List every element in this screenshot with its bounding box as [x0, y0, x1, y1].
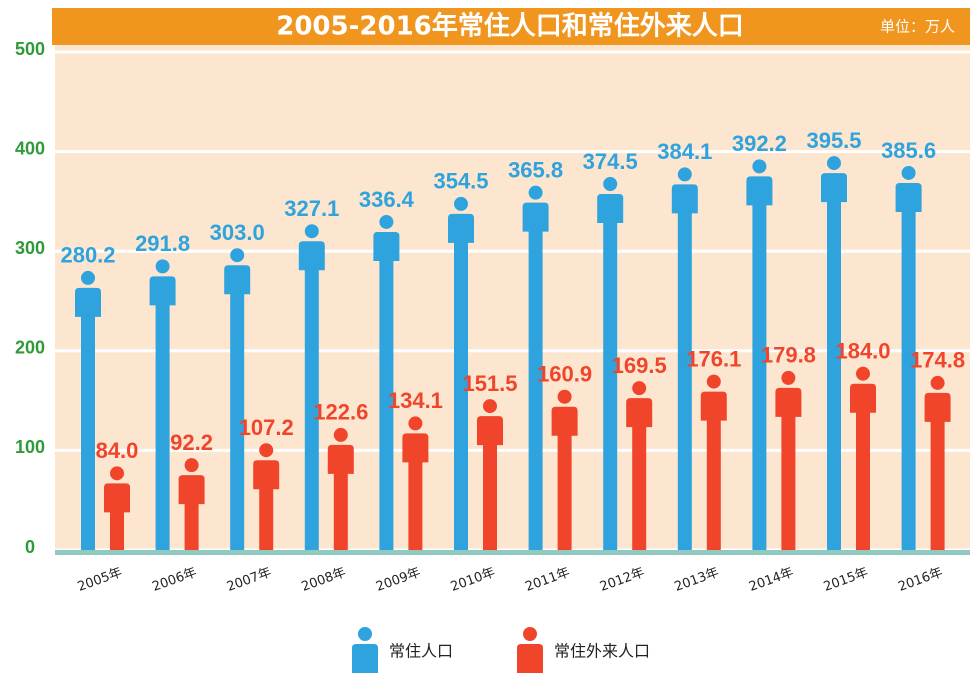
legend-icon [517, 627, 543, 673]
x-tick-label: 2011年 [523, 565, 571, 595]
value-label: 184.0 [835, 339, 890, 364]
person-bar [448, 196, 474, 550]
person-bar [522, 185, 549, 550]
baseline [55, 550, 970, 555]
value-label: 160.9 [537, 362, 592, 387]
person-bar [597, 176, 624, 551]
value-label: 384.1 [657, 139, 712, 164]
x-tick-label: 2008年 [300, 565, 348, 595]
person-bar [671, 167, 698, 550]
y-tick-label: 200 [15, 338, 45, 358]
person-bar [224, 248, 251, 550]
value-label: 374.5 [583, 149, 638, 174]
value-label: 336.4 [359, 187, 415, 212]
person-bar [626, 381, 653, 550]
person-bar [75, 270, 101, 550]
x-tick-label: 2015年 [822, 565, 870, 595]
legend-label: 常住人口 [389, 642, 453, 661]
value-label: 176.1 [686, 346, 741, 371]
y-tick-label: 300 [15, 238, 45, 258]
x-tick-label: 2005年 [76, 565, 124, 595]
y-tick-label: 0 [25, 537, 35, 557]
value-label: 92.2 [170, 430, 213, 455]
value-label: 122.6 [313, 400, 368, 425]
y-tick-label: 500 [15, 39, 45, 59]
x-tick-label: 2010年 [449, 565, 497, 595]
person-bar [895, 165, 922, 550]
x-tick-label: 2016年 [896, 565, 944, 595]
value-label: 169.5 [612, 353, 667, 378]
value-label: 303.0 [210, 220, 265, 245]
value-label: 385.6 [881, 138, 936, 163]
person-bar [178, 458, 205, 550]
x-tick-label: 2014年 [747, 565, 795, 595]
plot-background [55, 45, 970, 553]
person-bar [402, 416, 429, 550]
legend-label: 常住外来人口 [554, 642, 650, 661]
value-label: 107.2 [239, 415, 294, 440]
x-tick-label: 2009年 [374, 565, 422, 595]
x-tick-label: 2006年 [150, 565, 198, 595]
value-label: 84.0 [96, 438, 139, 463]
value-label: 151.5 [462, 371, 517, 396]
person-bar [775, 370, 802, 550]
person-bar [746, 159, 773, 550]
title-bar [52, 8, 970, 45]
value-label: 365.8 [508, 157, 563, 182]
unit-label: 单位：万人 [880, 18, 955, 36]
person-bar [477, 399, 503, 550]
legend-icon [352, 627, 378, 673]
person-bar [551, 389, 578, 550]
person-bar [821, 156, 847, 550]
person-bar [373, 214, 400, 550]
value-label: 327.1 [284, 196, 339, 221]
value-label: 179.8 [761, 343, 816, 368]
chart-title: 2005-2016年常住人口和常住外来人口 [276, 11, 744, 42]
person-bar [924, 375, 951, 550]
person-bar [850, 366, 876, 550]
person-bar [298, 224, 325, 550]
value-label: 134.1 [388, 388, 443, 413]
value-label: 395.5 [806, 128, 861, 153]
value-label: 392.2 [732, 131, 787, 156]
person-bar [700, 374, 727, 550]
x-tick-label: 2012年 [598, 565, 646, 595]
person-bar [149, 259, 176, 550]
person-bar [104, 466, 130, 550]
x-tick-label: 2013年 [673, 565, 721, 595]
person-bar [253, 443, 280, 550]
person-bar [327, 427, 354, 550]
y-tick-label: 100 [15, 437, 45, 457]
value-label: 354.5 [433, 169, 488, 194]
x-tick-label: 2007年 [225, 565, 273, 595]
y-tick-label: 400 [15, 138, 45, 158]
value-label: 291.8 [135, 231, 190, 256]
value-label: 174.8 [910, 348, 965, 373]
value-label: 280.2 [60, 243, 115, 268]
